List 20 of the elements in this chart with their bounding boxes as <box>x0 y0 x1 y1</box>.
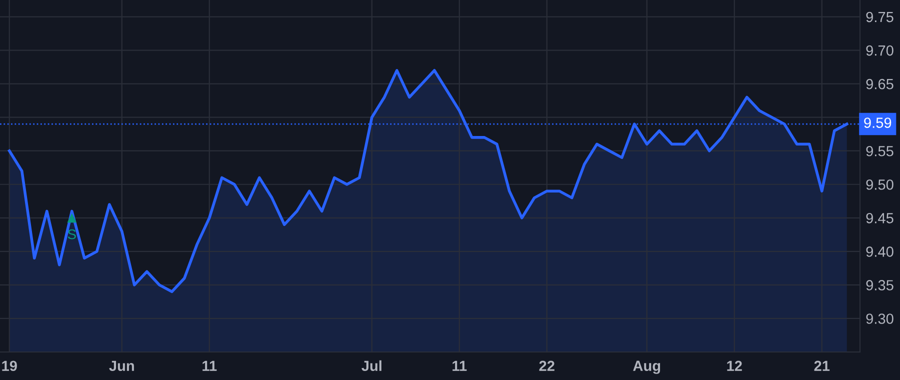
x-tick-label: Jul <box>362 360 382 372</box>
y-tick-label: 9.70 <box>866 45 894 56</box>
y-tick-label: 9.50 <box>866 179 894 190</box>
x-tick-label: Jun <box>109 360 134 372</box>
x-tick-label: 12 <box>727 360 742 371</box>
x-tick-label: 11 <box>452 360 467 371</box>
x-tick-label: 21 <box>814 360 830 371</box>
y-tick-label: 9.30 <box>866 314 894 324</box>
annotation: S <box>68 229 76 240</box>
y-tick-label: 9.35 <box>866 280 894 290</box>
y-tick-label: 9.40 <box>866 246 894 257</box>
y-tick-label: 9.75 <box>866 12 894 22</box>
x-tick-label: Aug <box>633 360 660 374</box>
x-tick-label: 19 <box>2 360 17 372</box>
y-tick-label: 9.45 <box>866 213 894 224</box>
ref-line-label: 9.59 <box>864 118 892 128</box>
x-tick-label: 11 <box>202 360 217 371</box>
y-tick-label: 9.65 <box>866 78 894 90</box>
y-tick-label: 9.55 <box>866 146 894 156</box>
x-tick-label: 22 <box>539 360 554 371</box>
